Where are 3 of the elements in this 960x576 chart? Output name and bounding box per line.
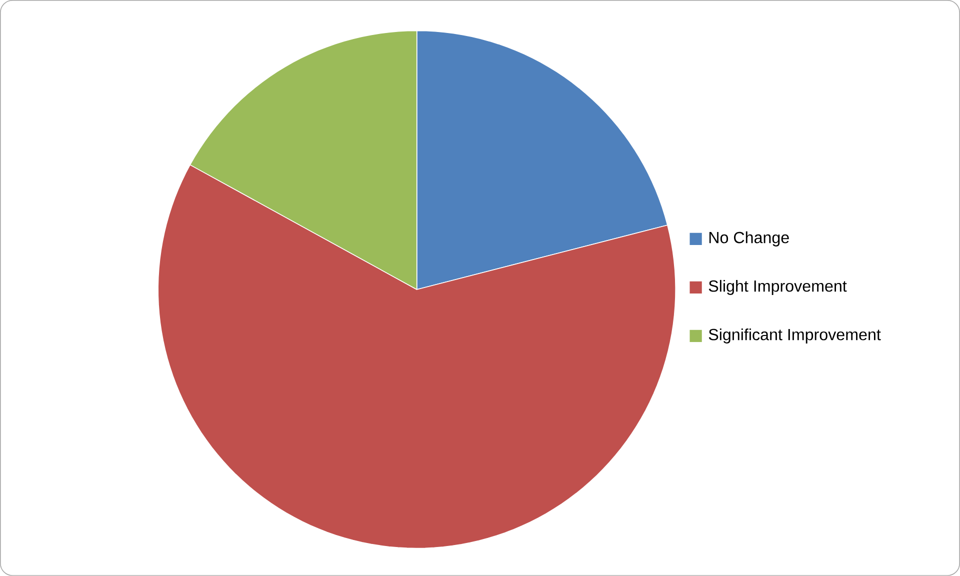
legend-label: Significant Improvement [708, 328, 881, 344]
legend-label: Slight Improvement [708, 280, 847, 295]
legend-label: No Change [709, 231, 789, 246]
